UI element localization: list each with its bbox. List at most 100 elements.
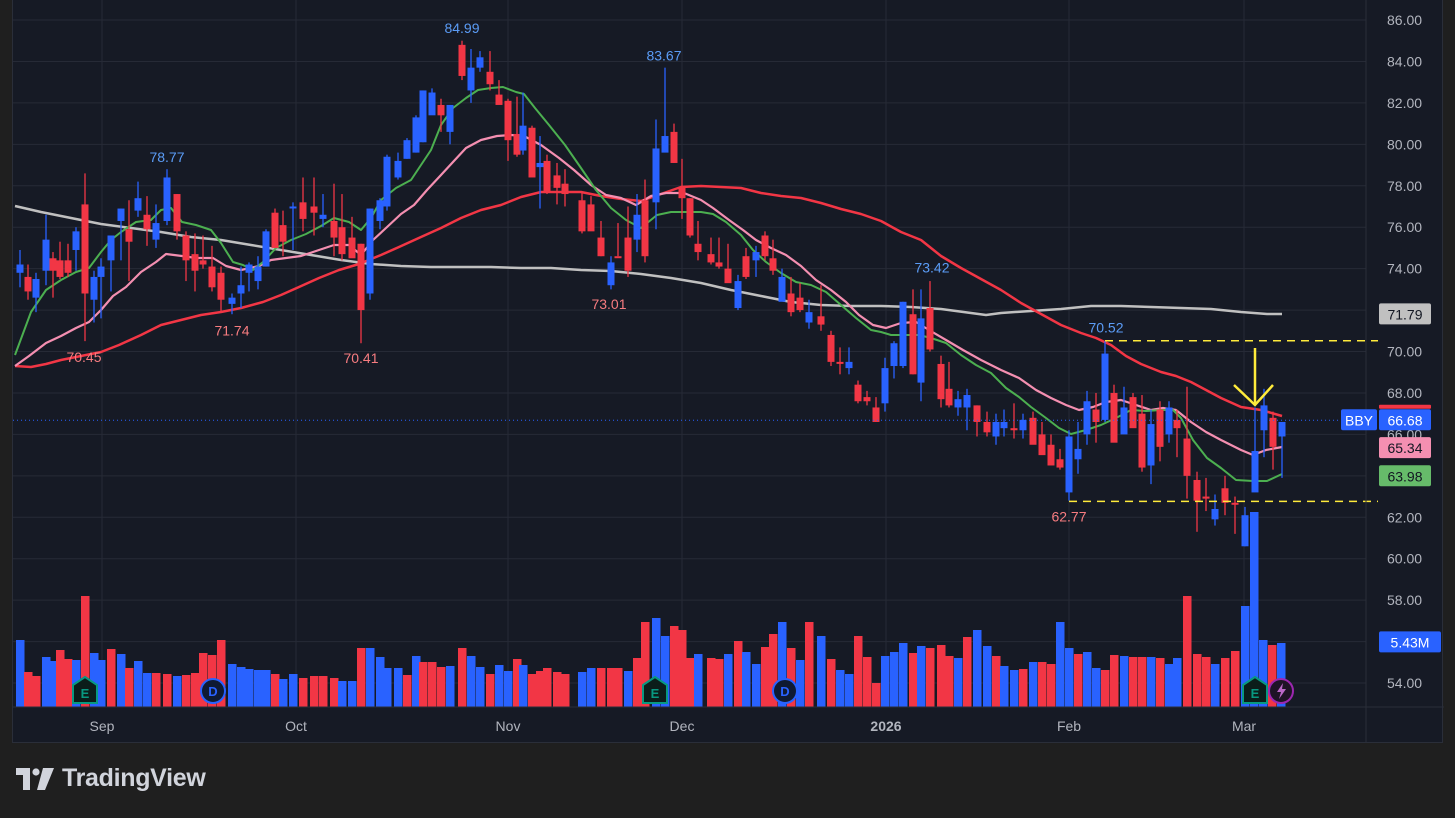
volume-bar bbox=[338, 681, 347, 707]
earnings-icon[interactable] bbox=[642, 675, 668, 704]
candle-body bbox=[495, 94, 503, 105]
volume-bar bbox=[152, 673, 161, 707]
volume-bar bbox=[271, 674, 280, 707]
time-tick-label: Mar bbox=[1232, 718, 1256, 734]
candle-body bbox=[182, 235, 190, 261]
price-tick-label: 74.00 bbox=[1387, 261, 1422, 277]
candle-body bbox=[678, 187, 686, 199]
time-tick-label: 2026 bbox=[870, 718, 901, 734]
ma-medium-line bbox=[14, 133, 1283, 457]
candle-body bbox=[191, 254, 199, 271]
volume-bar bbox=[1183, 596, 1192, 707]
volume-bar bbox=[836, 670, 845, 707]
candle-body bbox=[724, 268, 732, 284]
volume-bar bbox=[1165, 664, 1174, 707]
ma-200-line bbox=[14, 204, 1282, 317]
candle-body bbox=[827, 334, 835, 362]
candle-body bbox=[652, 148, 660, 203]
candle-body bbox=[403, 140, 411, 159]
ma-path bbox=[14, 204, 1282, 317]
high-label: 84.99 bbox=[444, 20, 479, 36]
time-axis[interactable]: Sep Oct Nov Dec 2026 Feb Mar bbox=[13, 706, 1444, 734]
candle-body bbox=[348, 237, 356, 259]
price-tick-label: 76.00 bbox=[1387, 219, 1422, 235]
ma-50-tag-edge bbox=[1379, 404, 1431, 409]
dividend-icon[interactable] bbox=[200, 678, 226, 704]
volume-bar bbox=[467, 656, 476, 707]
candle-body bbox=[56, 260, 64, 277]
dividend-label: D bbox=[780, 684, 789, 699]
chart-frame[interactable]: 78.77 84.99 83.67 73.42 70.52 70.45 71.74 70.41… bbox=[12, 0, 1444, 743]
candle-body bbox=[845, 361, 853, 369]
candle-body bbox=[917, 318, 925, 383]
volume-bar bbox=[49, 661, 58, 707]
candle-body bbox=[899, 301, 907, 367]
arrow-head bbox=[1233, 384, 1274, 407]
candle-body bbox=[633, 214, 641, 240]
volume-bar bbox=[412, 656, 421, 707]
lightning-icon bbox=[1277, 683, 1286, 699]
candle-body bbox=[909, 314, 917, 375]
candle-body bbox=[32, 279, 40, 298]
candle-body bbox=[1251, 450, 1259, 493]
volume-bar bbox=[1101, 670, 1110, 707]
candle-body bbox=[854, 384, 862, 402]
low-label: 71.74 bbox=[214, 322, 249, 338]
volume-bar bbox=[376, 657, 385, 707]
dividend-label: D bbox=[208, 684, 217, 699]
volume-bar bbox=[1029, 662, 1038, 707]
tradingview-brand: TradingView bbox=[16, 764, 206, 793]
volume-bar bbox=[992, 656, 1001, 707]
symbol-tag-text: BBY bbox=[1345, 412, 1374, 428]
volume-bar bbox=[56, 650, 65, 707]
volume-bar bbox=[182, 675, 191, 707]
candle-body bbox=[1120, 407, 1128, 435]
candle-body bbox=[1129, 397, 1137, 429]
volume-bar bbox=[707, 658, 716, 707]
price-axis[interactable]: 86.00 84.00 82.00 80.00 78.00 76.00 74.00 70.00… bbox=[1365, 0, 1422, 743]
volume-bar bbox=[796, 660, 805, 707]
volume-bar bbox=[1147, 657, 1156, 707]
volume-bar bbox=[191, 673, 200, 707]
volume-bar bbox=[917, 646, 926, 707]
volume-bar bbox=[536, 671, 545, 707]
candle-body bbox=[752, 252, 760, 261]
candle-body bbox=[90, 276, 98, 300]
earnings-icon[interactable] bbox=[1242, 675, 1268, 704]
volume-bar bbox=[1138, 657, 1147, 707]
candle-body bbox=[954, 399, 962, 408]
candle-body bbox=[458, 44, 466, 76]
candle-body bbox=[926, 308, 934, 350]
price-chart[interactable]: 78.77 84.99 83.67 73.42 70.52 70.45 71.74 70.41… bbox=[13, 0, 1444, 743]
volume-bar bbox=[752, 664, 761, 707]
dividend-icon[interactable] bbox=[772, 678, 798, 704]
volume-bar bbox=[117, 654, 126, 707]
volume-bar bbox=[587, 668, 596, 707]
candle-body bbox=[199, 260, 207, 265]
earnings-icon[interactable] bbox=[72, 675, 98, 704]
candle-body bbox=[661, 136, 669, 153]
volume-bar bbox=[1202, 657, 1211, 707]
volume-bar bbox=[1047, 664, 1056, 707]
candle-body bbox=[1173, 419, 1181, 429]
time-tick-label: Sep bbox=[90, 718, 115, 734]
volume-bar bbox=[1250, 512, 1259, 707]
brand-name: TradingView bbox=[62, 764, 206, 792]
volume-bar bbox=[476, 667, 485, 707]
volume-bar bbox=[543, 668, 552, 707]
candle-body bbox=[983, 421, 991, 433]
price-tick-label: 58.00 bbox=[1387, 592, 1422, 608]
volume-bar bbox=[528, 674, 537, 707]
candle-body bbox=[715, 262, 723, 267]
volume-bar bbox=[357, 648, 366, 707]
high-label: 70.52 bbox=[1088, 320, 1123, 336]
volume-bar bbox=[513, 659, 522, 707]
candle-body bbox=[742, 256, 750, 277]
candle-body bbox=[543, 160, 551, 192]
volume-bar bbox=[715, 659, 724, 707]
volume-bar bbox=[926, 648, 935, 707]
candle-body bbox=[97, 266, 105, 277]
volume-bar bbox=[1259, 640, 1268, 707]
volume-bar bbox=[228, 664, 237, 707]
